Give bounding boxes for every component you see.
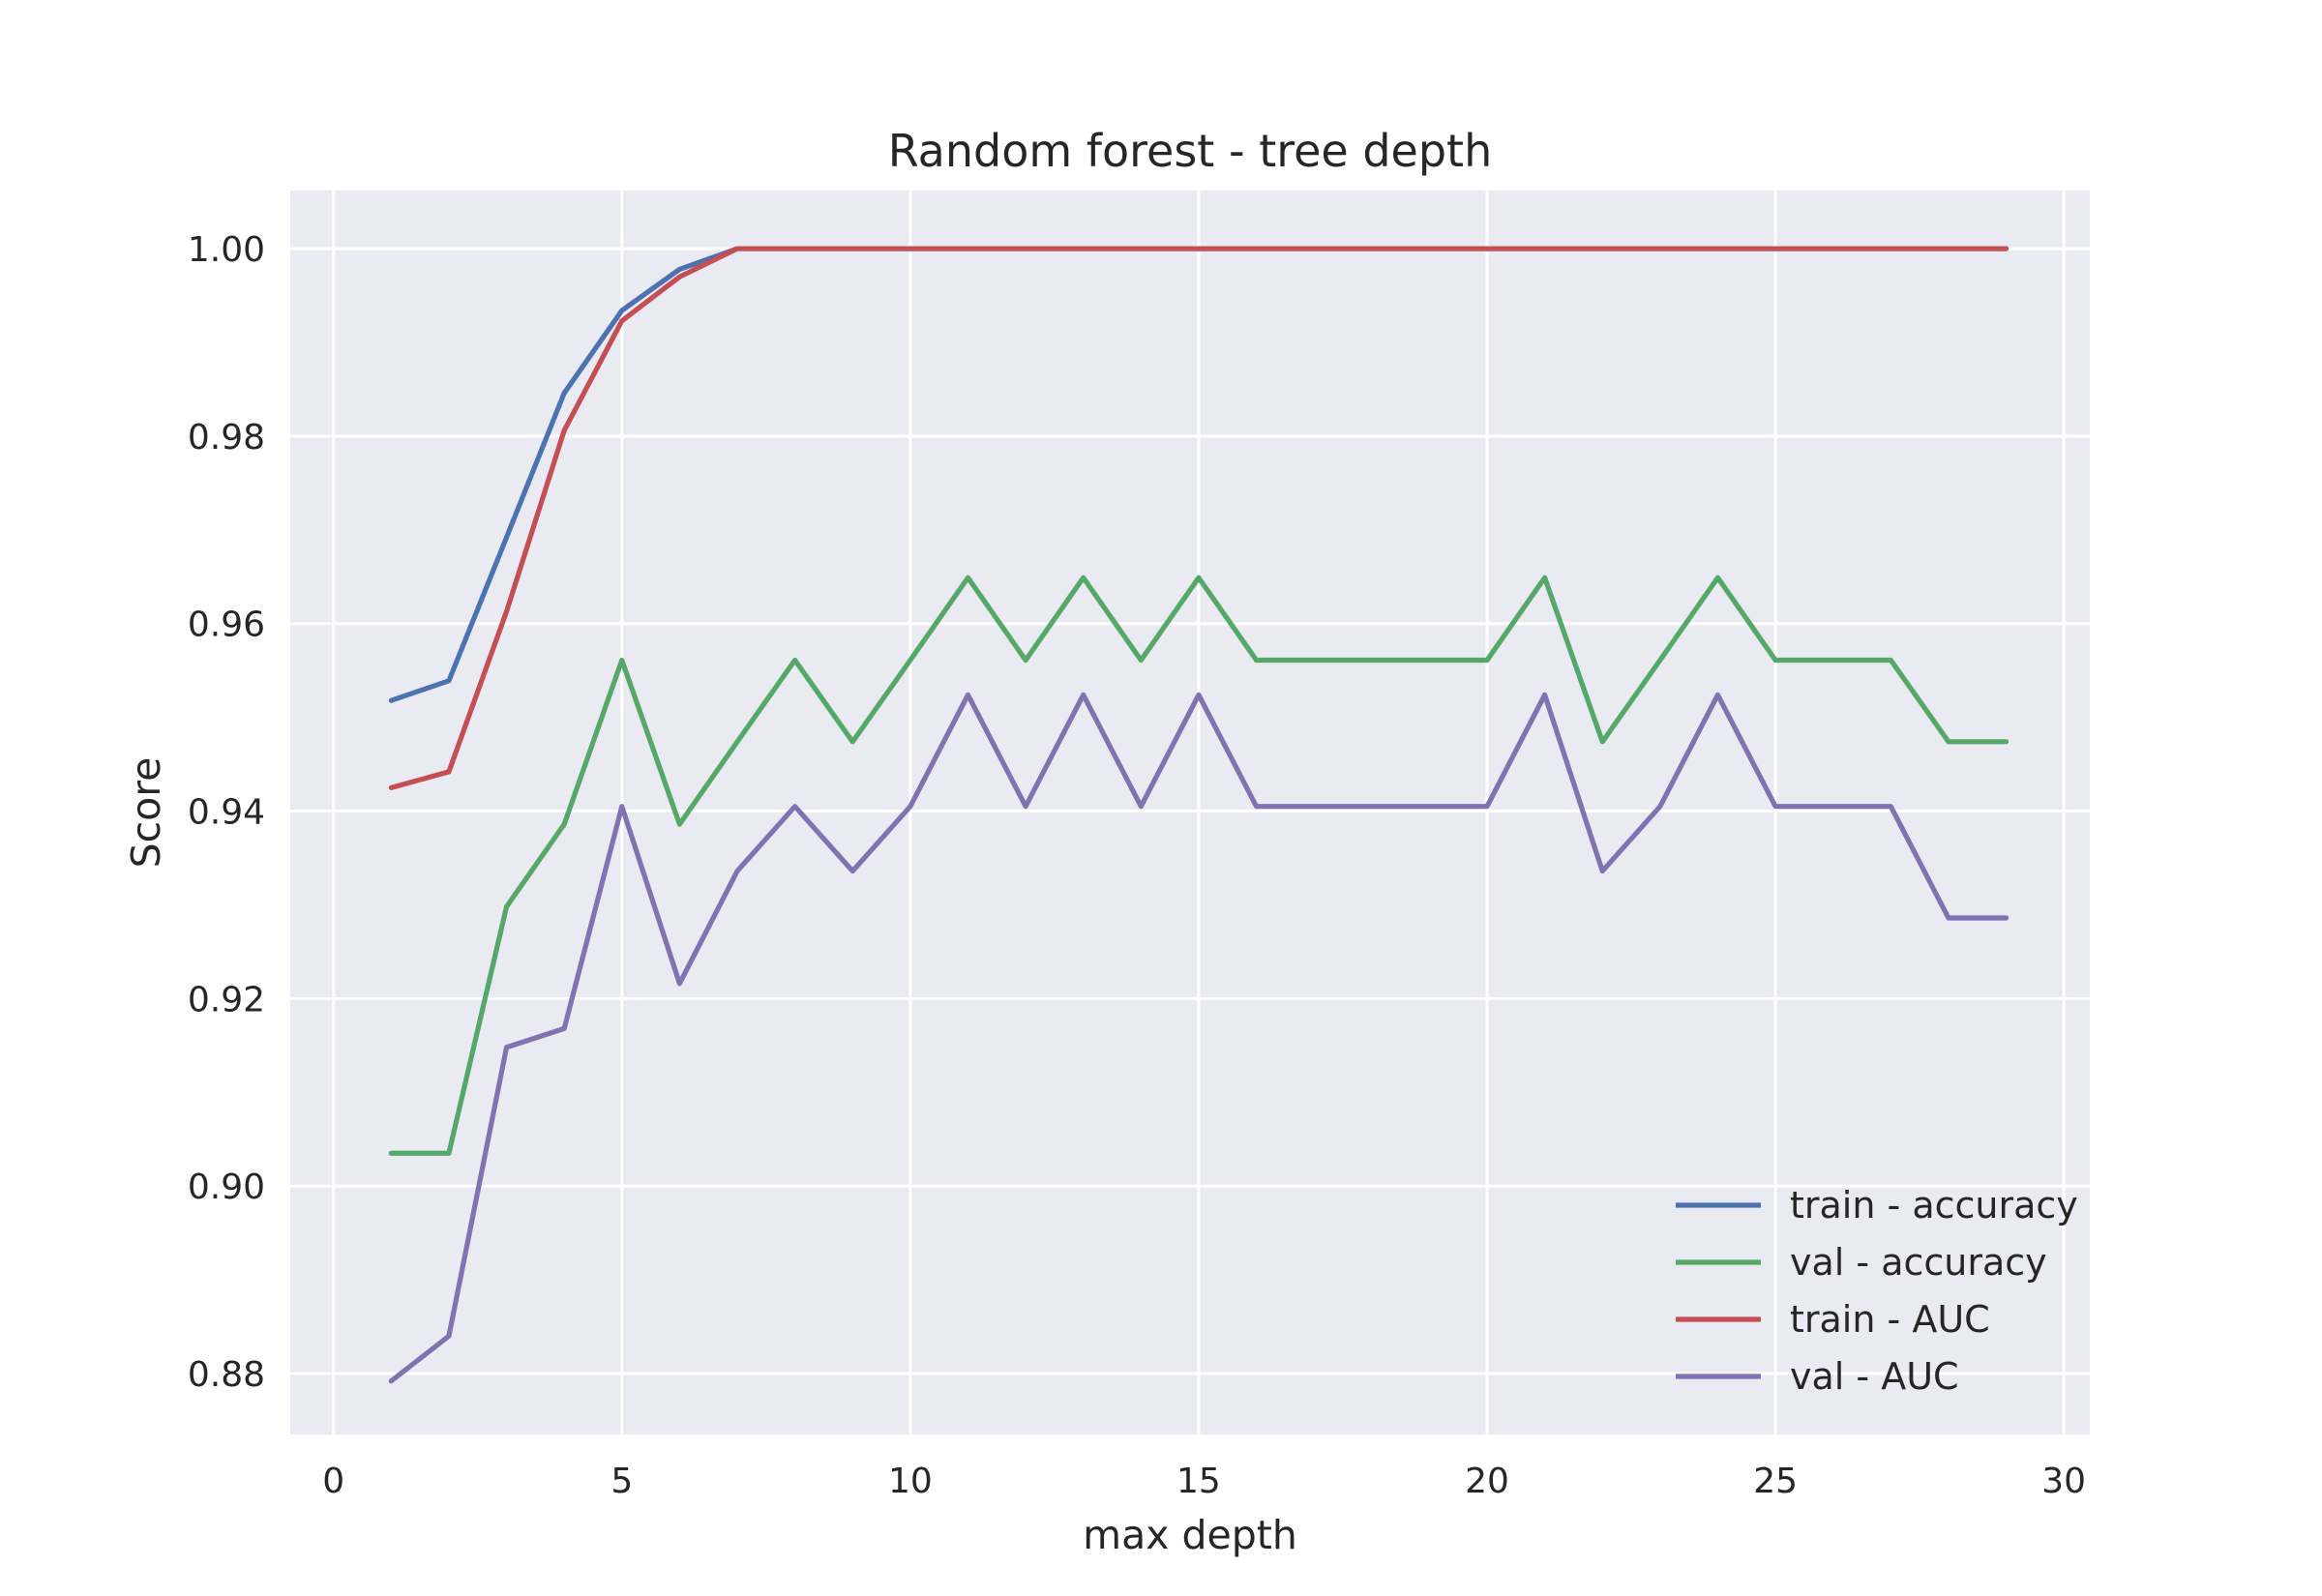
chart-title: Random forest - tree depth [888, 125, 1493, 177]
y-tick-label: 0.94 [188, 793, 265, 833]
legend-label: val - AUC [1790, 1355, 1959, 1398]
y-tick-label: 0.96 [188, 606, 265, 645]
y-tick-labels: 0.88 0.90 0.92 0.94 0.96 0.98 1.00 [188, 230, 265, 1395]
legend-label: val - accuracy [1790, 1241, 2047, 1284]
y-axis-label: Score [123, 757, 169, 869]
x-tick-label: 0 [322, 1462, 344, 1501]
x-axis-label: max depth [1083, 1512, 1297, 1558]
series-line-3 [388, 246, 2009, 790]
series-line-4 [388, 692, 2009, 1384]
grid-lines [290, 191, 2090, 1434]
x-tick-labels: 0 5 10 15 20 25 30 [322, 1462, 2086, 1501]
y-tick-label: 0.90 [188, 1167, 265, 1207]
x-tick-label: 10 [888, 1462, 933, 1501]
legend-label: train - AUC [1790, 1298, 1990, 1341]
series-line-2 [388, 575, 2009, 1156]
x-tick-label: 25 [1753, 1462, 1798, 1501]
x-tick-label: 30 [2041, 1462, 2086, 1501]
y-tick-label: 0.88 [188, 1355, 265, 1395]
legend: train - accuracy val - accuracy train - AU… [1676, 1184, 2078, 1398]
series-lines [388, 246, 2009, 1384]
y-tick-label: 0.98 [188, 418, 265, 458]
x-tick-label: 5 [610, 1462, 633, 1501]
y-tick-label: 1.00 [188, 230, 265, 270]
legend-label: train - accuracy [1790, 1184, 2078, 1227]
y-tick-label: 0.92 [188, 980, 265, 1020]
x-tick-label: 20 [1465, 1462, 1509, 1501]
x-tick-label: 15 [1176, 1462, 1221, 1501]
